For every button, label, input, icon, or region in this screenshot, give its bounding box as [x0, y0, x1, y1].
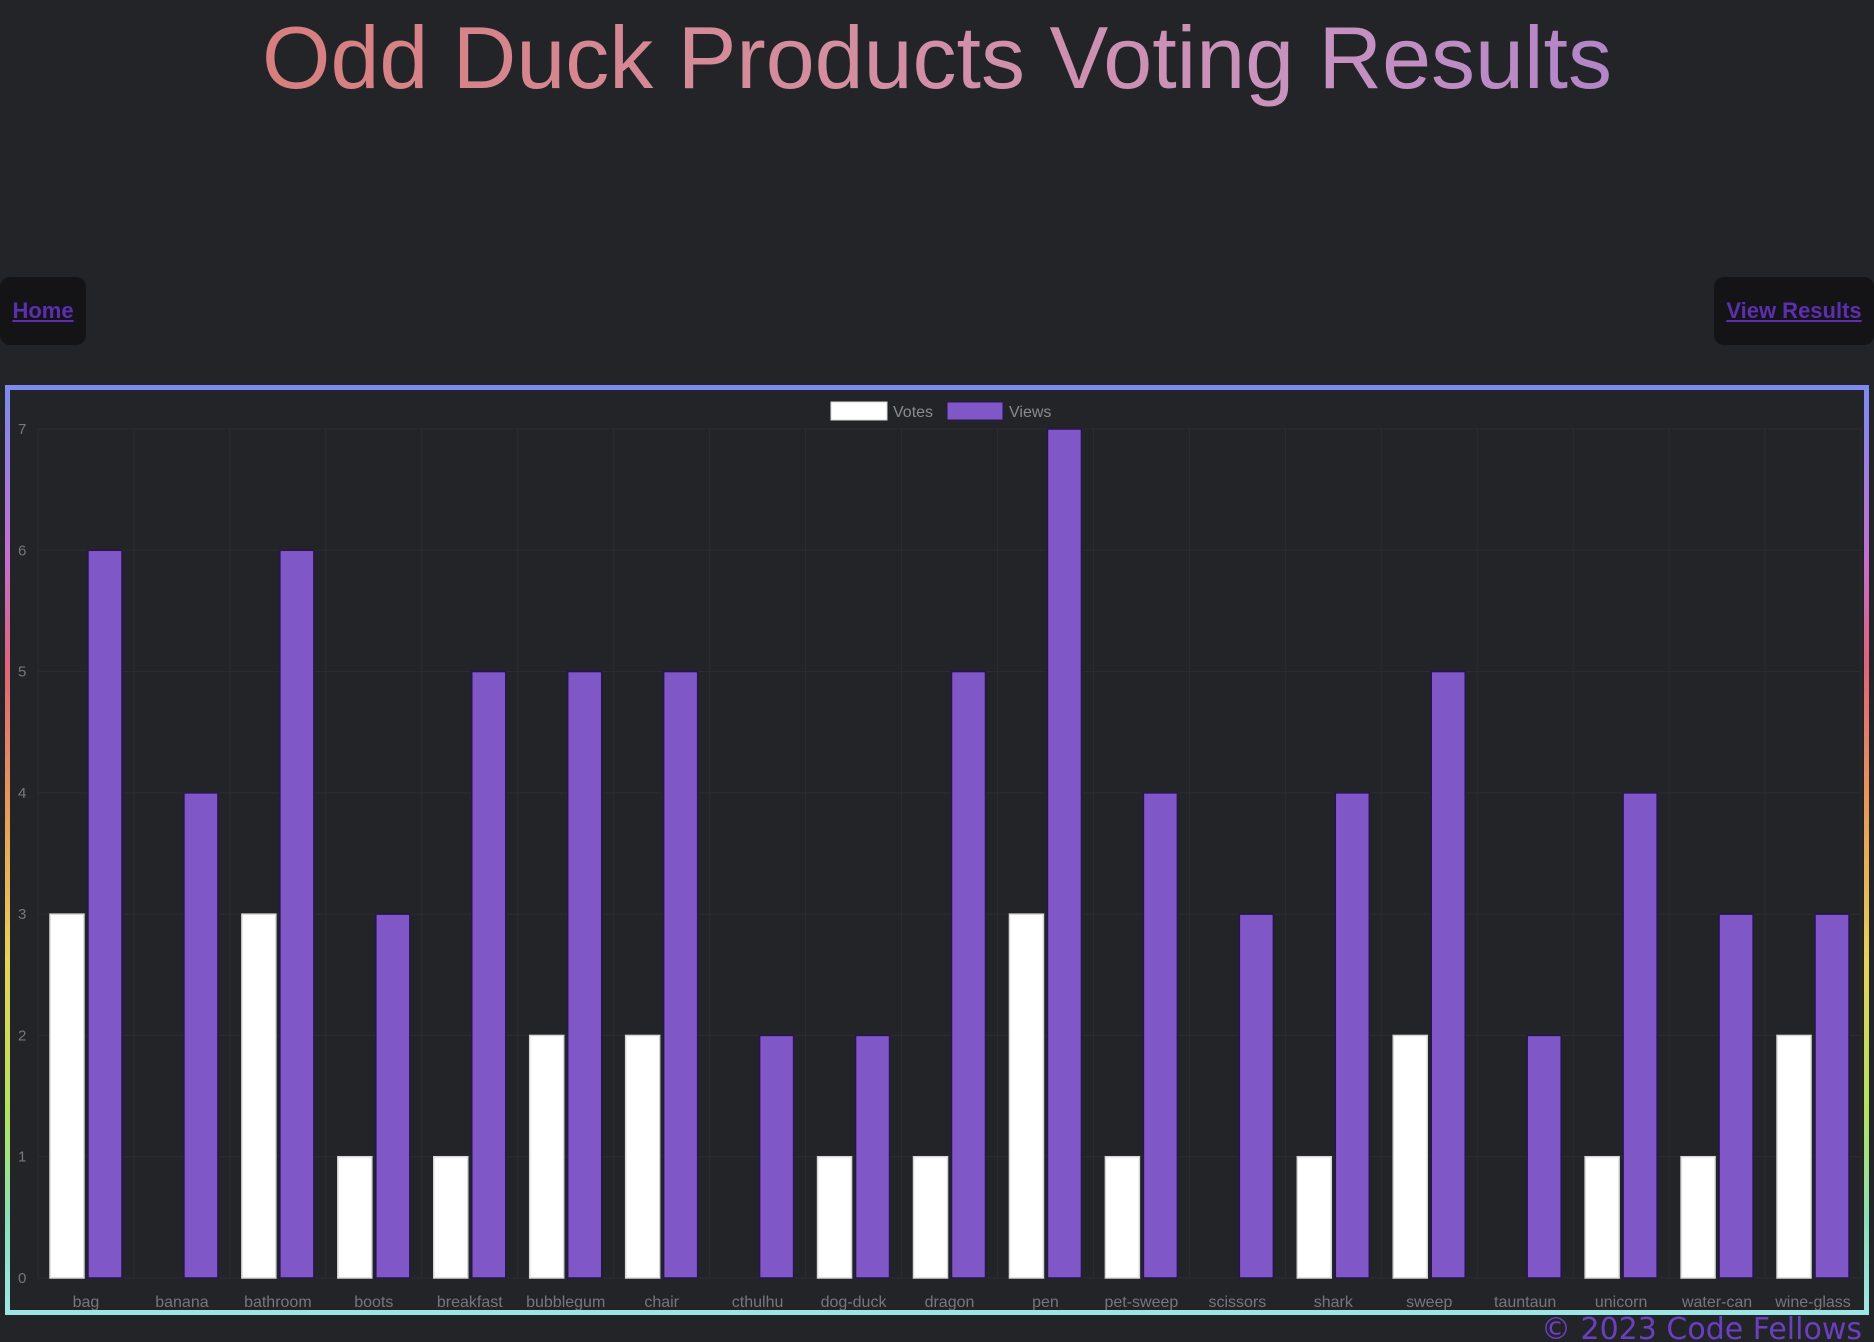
views-bar-pet-sweep[interactable]: [1142, 792, 1179, 1279]
x-tick-label: cthulhu: [732, 1294, 784, 1310]
x-tick-label: boots: [354, 1294, 393, 1310]
views-bar-breakfast[interactable]: [471, 670, 507, 1279]
x-tick-label: bathroom: [244, 1294, 312, 1310]
views-bar-dragon[interactable]: [950, 670, 987, 1279]
x-tick-label: unicorn: [1595, 1294, 1647, 1310]
views-bar-scissors[interactable]: [1238, 913, 1275, 1279]
y-tick-label: 7: [18, 421, 26, 438]
views-bar-bubblegum[interactable]: [566, 670, 603, 1279]
y-tick-label: 5: [18, 664, 26, 681]
votes-bar-bubblegum[interactable]: [528, 1034, 565, 1279]
y-axis: 0 1 2 3 4 5 6 7: [18, 421, 26, 1287]
votes-bar-pet-sweep[interactable]: [1104, 1155, 1141, 1279]
votes-bar-breakfast[interactable]: [433, 1155, 469, 1279]
votes-bar-wine-glass[interactable]: [1776, 1034, 1812, 1279]
home-nav-button[interactable]: Home: [0, 277, 86, 345]
views-bar-sweep[interactable]: [1430, 670, 1466, 1279]
x-tick-label: tauntaun: [1494, 1294, 1556, 1310]
votes-bar-bathroom[interactable]: [241, 913, 277, 1279]
votes-bar-unicorn[interactable]: [1584, 1155, 1620, 1279]
x-tick-label: bag: [73, 1294, 100, 1310]
views-bar-chair[interactable]: [662, 670, 699, 1279]
y-tick-label: 3: [18, 906, 26, 923]
votes-bar-sweep[interactable]: [1392, 1034, 1428, 1279]
legend-label-views[interactable]: Views: [1009, 404, 1051, 421]
votes-bar-dragon[interactable]: [912, 1155, 949, 1279]
y-tick-label: 4: [18, 785, 26, 802]
views-bar-dog-duck[interactable]: [854, 1034, 891, 1279]
chart-container: Votes Views 0 1 2 3 4 5 6 7 bag banana bathroom boo…: [5, 385, 1869, 1315]
legend-label-votes[interactable]: Votes: [893, 404, 933, 421]
x-tick-label: bubblegum: [526, 1294, 605, 1310]
votes-bar-pen[interactable]: [1008, 913, 1045, 1279]
views-bar-boots[interactable]: [375, 913, 411, 1279]
x-tick-label: dragon: [925, 1294, 975, 1310]
y-tick-label: 0: [18, 1270, 26, 1287]
x-tick-label: dog-duck: [821, 1294, 888, 1310]
view-results-link[interactable]: View Results: [1726, 298, 1862, 323]
votes-bar-dog-duck[interactable]: [816, 1155, 853, 1279]
legend-swatch-views[interactable]: [946, 401, 1004, 421]
x-tick-label: water-can: [1681, 1294, 1752, 1310]
y-tick-label: 1: [18, 1149, 26, 1166]
x-tick-label: chair: [644, 1294, 679, 1310]
bar-chart: Votes Views 0 1 2 3 4 5 6 7 bag banana bathroom boo…: [18, 401, 1862, 1310]
legend-swatch-votes[interactable]: [830, 401, 888, 421]
votes-bar-bag[interactable]: [49, 913, 85, 1279]
views-bar-water-can[interactable]: [1718, 913, 1754, 1279]
legend[interactable]: Votes Views: [830, 401, 1051, 421]
view-results-nav-button[interactable]: View Results: [1714, 277, 1874, 345]
views-bar-banana[interactable]: [183, 792, 219, 1279]
x-tick-label: shark: [1314, 1294, 1354, 1310]
views-bar-pen[interactable]: [1046, 428, 1083, 1279]
views-bar-tauntaun[interactable]: [1526, 1034, 1562, 1279]
x-tick-label: scissors: [1208, 1294, 1266, 1310]
votes-bar-shark[interactable]: [1296, 1155, 1333, 1279]
y-tick-label: 2: [18, 1027, 26, 1044]
x-tick-label: pet-sweep: [1104, 1294, 1178, 1310]
views-bar-shark[interactable]: [1334, 792, 1371, 1279]
page-title: Odd Duck Products Voting Results: [0, 2, 1874, 114]
views-bar-bathroom[interactable]: [279, 549, 315, 1279]
bars: [49, 428, 1850, 1279]
votes-bar-chair[interactable]: [624, 1034, 661, 1279]
footer-copyright: © 2023 Code Fellows: [1540, 1312, 1862, 1342]
grid: [37, 428, 1862, 1279]
x-tick-label: wine-glass: [1774, 1294, 1851, 1310]
y-tick-label: 6: [18, 542, 26, 559]
x-tick-label: banana: [155, 1294, 208, 1310]
views-bar-wine-glass[interactable]: [1814, 913, 1850, 1279]
views-bar-cthulhu[interactable]: [758, 1034, 795, 1279]
home-link[interactable]: Home: [12, 298, 74, 323]
x-tick-label: breakfast: [437, 1294, 503, 1310]
x-axis: bag banana bathroom boots breakfast bubblegum…: [73, 1294, 1851, 1310]
x-tick-label: pen: [1032, 1294, 1059, 1310]
views-bar-unicorn[interactable]: [1622, 792, 1658, 1279]
votes-bar-boots[interactable]: [337, 1155, 373, 1279]
x-tick-label: sweep: [1406, 1294, 1452, 1310]
views-bar-bag[interactable]: [87, 549, 123, 1279]
votes-bar-water-can[interactable]: [1680, 1155, 1716, 1279]
